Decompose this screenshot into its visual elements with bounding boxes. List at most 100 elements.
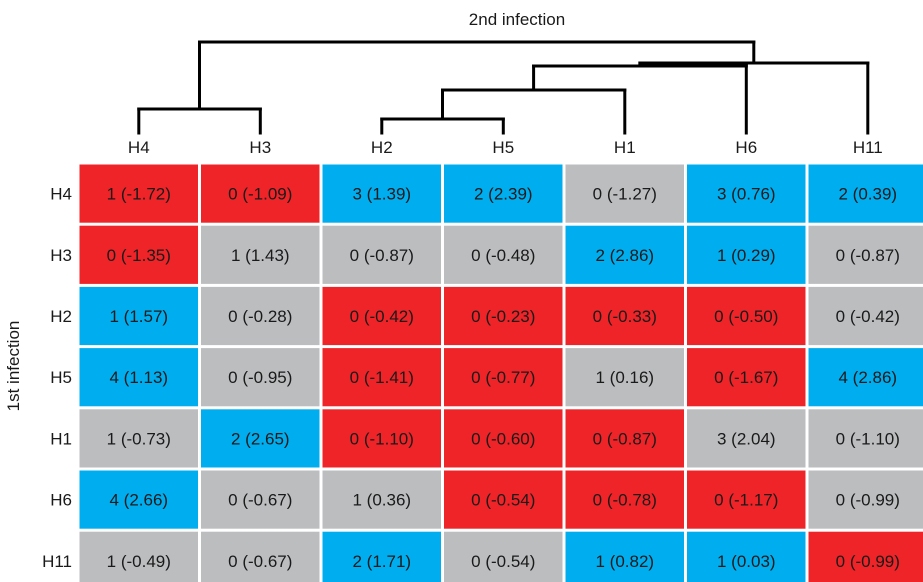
- heatmap-cell: [444, 470, 563, 529]
- cell-value-label: 2 (2.86): [596, 246, 655, 265]
- heatmap-cell: [322, 531, 441, 582]
- cell-value-label: 0 (-0.42): [836, 307, 900, 326]
- cell-value-label: 2 (2.39): [474, 185, 533, 204]
- cell-value-label: 0 (-0.99): [836, 491, 900, 510]
- cell-value-label: 2 (0.39): [839, 185, 898, 204]
- cell-value-label: 4 (2.86): [839, 368, 898, 387]
- heatmap-cell: [444, 164, 563, 223]
- heatmap-cell: [79, 348, 198, 407]
- row-label: H11: [42, 552, 72, 571]
- cell-value-label: 1 (0.29): [717, 246, 776, 265]
- cell-value-label: 3 (1.39): [353, 185, 412, 204]
- column-label: H3: [249, 138, 271, 157]
- heatmap-cell: [79, 286, 198, 346]
- heatmap-cell: [322, 348, 441, 407]
- heatmap-cell: [687, 470, 806, 529]
- cell-value-label: 3 (0.76): [717, 185, 776, 204]
- heatmap-cell: [687, 409, 806, 468]
- heatmap-cell: [79, 470, 198, 529]
- cell-value-label: 0 (-0.42): [350, 307, 414, 326]
- cell-value-label: 0 (-1.27): [593, 185, 657, 204]
- cell-value-label: 0 (-0.28): [228, 307, 292, 326]
- heatmap-cell: [808, 225, 923, 284]
- heatmap-cell: [565, 286, 684, 346]
- column-label: H11: [853, 138, 883, 157]
- cell-value-label: 0 (-1.10): [836, 429, 900, 448]
- heatmap-cell: [687, 164, 806, 223]
- cell-value-label: 0 (-0.67): [228, 491, 292, 510]
- heatmap-cell: [444, 286, 563, 346]
- heatmap-cell: [565, 348, 684, 407]
- heatmap-cell: [322, 225, 441, 284]
- heatmap-cell: [201, 470, 320, 529]
- cell-value-label: 0 (-1.10): [350, 429, 414, 448]
- heatmap-cell: [201, 409, 320, 468]
- cell-value-label: 4 (2.66): [110, 491, 169, 510]
- heatmap-cell: [201, 286, 320, 346]
- row-label: H5: [50, 368, 72, 387]
- cell-value-label: 1 (-0.73): [107, 429, 171, 448]
- heatmap-cell: [687, 348, 806, 407]
- cell-value-label: 1 (1.43): [231, 246, 290, 265]
- cell-value-label: 0 (-0.87): [350, 246, 414, 265]
- heatmap-cell: [565, 531, 684, 582]
- heatmap-cell: [322, 286, 441, 346]
- heatmap-cell: [79, 225, 198, 284]
- heatmap-cell: [79, 531, 198, 582]
- cell-value-label: 1 (-1.72): [107, 185, 171, 204]
- y-axis-title: 1st infection: [4, 321, 23, 412]
- cell-value-label: 1 (1.57): [110, 307, 169, 326]
- heatmap-cell: [808, 348, 923, 407]
- heatmap-cell: [808, 531, 923, 582]
- heatmap-cell: [322, 470, 441, 529]
- heatmap-cell: [201, 225, 320, 284]
- heatmap-cell: [687, 531, 806, 582]
- cell-value-label: 4 (1.13): [110, 368, 169, 387]
- cell-value-label: 1 (0.82): [596, 552, 655, 571]
- row-label: H4: [50, 185, 72, 204]
- row-label: H1: [50, 429, 72, 448]
- heatmap-cell: [565, 164, 684, 223]
- column-label: H2: [371, 138, 393, 157]
- cell-value-label: 0 (-0.48): [471, 246, 535, 265]
- column-label: H4: [128, 138, 150, 157]
- heatmap-cell: [808, 164, 923, 223]
- heatmap-cell: [808, 470, 923, 529]
- row-label: H3: [50, 246, 72, 265]
- heatmap-cell: [444, 409, 563, 468]
- heatmap-cell: [322, 409, 441, 468]
- cell-value-label: 0 (-0.60): [471, 429, 535, 448]
- cell-value-label: 0 (-1.09): [228, 185, 292, 204]
- cell-value-label: 1 (0.16): [596, 368, 655, 387]
- column-labels: H4 H3 H2 H5 H1 H6 H11: [128, 138, 883, 157]
- column-label: H5: [492, 138, 514, 157]
- cell-value-label: 0 (-0.54): [471, 552, 535, 571]
- cell-value-label: 2 (2.65): [231, 429, 290, 448]
- cell-value-label: 0 (-0.99): [836, 552, 900, 571]
- cell-value-label: 1 (0.03): [717, 552, 776, 571]
- heatmap-cell: [79, 164, 198, 223]
- heatmap-cell: [687, 286, 806, 346]
- heatmap-cell: [687, 225, 806, 284]
- cell-value-label: 0 (-1.35): [107, 246, 171, 265]
- heatmap-cell: [201, 164, 320, 223]
- row-label: H2: [50, 307, 72, 326]
- cell-value-label: 0 (-0.87): [836, 246, 900, 265]
- heatmap-cell: [201, 531, 320, 582]
- heatmap-cell: [444, 225, 563, 284]
- cell-value-label: 0 (-0.54): [471, 491, 535, 510]
- heatmap-cell: [565, 470, 684, 529]
- heatmap-cell: [201, 348, 320, 407]
- heatmap-cell: [79, 409, 198, 468]
- column-dendrogram: [137, 40, 870, 135]
- cell-value-label: 0 (-0.77): [471, 368, 535, 387]
- cell-value-label: 0 (-0.50): [714, 307, 778, 326]
- heatmap-cell: [565, 409, 684, 468]
- cell-value-label: 1 (0.36): [353, 491, 412, 510]
- cell-value-label: 0 (-0.67): [228, 552, 292, 571]
- heatmap-cell: [444, 531, 563, 582]
- chart-title: 2nd infection: [469, 10, 565, 29]
- cell-value-label: 0 (-0.33): [593, 307, 657, 326]
- heatmap-cell: [808, 286, 923, 346]
- cell-value-label: 0 (-1.41): [350, 368, 414, 387]
